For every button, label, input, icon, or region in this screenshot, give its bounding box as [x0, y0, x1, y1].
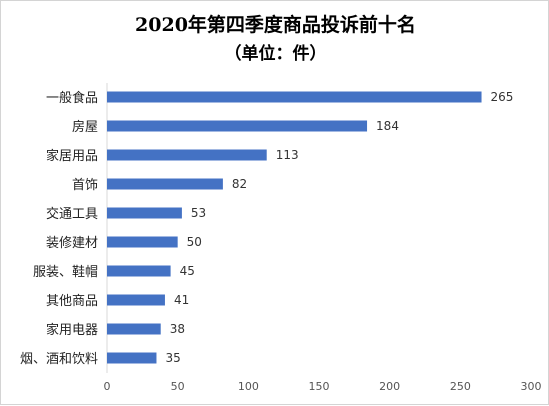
bar	[107, 323, 161, 335]
bar	[107, 120, 368, 132]
data-label: 53	[191, 206, 206, 220]
bar	[107, 236, 178, 248]
bar	[107, 149, 267, 161]
x-tick-label: 50	[171, 380, 185, 393]
bar	[107, 178, 223, 190]
data-label: 265	[491, 90, 514, 104]
data-label: 50	[187, 235, 202, 249]
x-tick-label: 250	[450, 380, 471, 393]
x-tick-label: 200	[379, 380, 400, 393]
x-tick-label: 0	[104, 380, 111, 393]
bar	[107, 294, 165, 306]
data-label: 35	[165, 351, 180, 365]
x-tick-label: 300	[521, 380, 542, 393]
data-label: 38	[170, 322, 185, 336]
category-label: 一般食品	[46, 90, 98, 106]
data-label: 82	[232, 177, 247, 191]
chart-title: 2020年第四季度商品投诉前十名	[135, 14, 416, 36]
category-label: 装修建材	[46, 236, 98, 251]
category-label: 房屋	[72, 119, 98, 135]
category-label: 烟、酒和饮料	[20, 352, 98, 367]
data-label: 41	[174, 293, 189, 307]
bar	[107, 265, 171, 277]
category-label: 家用电器	[46, 322, 98, 338]
x-tick-label: 150	[309, 380, 330, 393]
bar	[107, 91, 482, 103]
category-label: 首饰	[72, 178, 98, 193]
data-label: 113	[276, 148, 299, 162]
data-label: 184	[376, 119, 399, 133]
category-label: 其他商品	[46, 294, 98, 309]
bar	[107, 207, 182, 219]
data-label: 45	[180, 264, 195, 278]
chart-subtitle: （单位：件）	[224, 44, 327, 64]
bar	[107, 352, 157, 364]
category-label: 交通工具	[46, 206, 98, 222]
x-tick-label: 100	[238, 380, 259, 393]
category-label: 服装、鞋帽	[33, 264, 98, 280]
category-label: 家居用品	[46, 148, 98, 164]
